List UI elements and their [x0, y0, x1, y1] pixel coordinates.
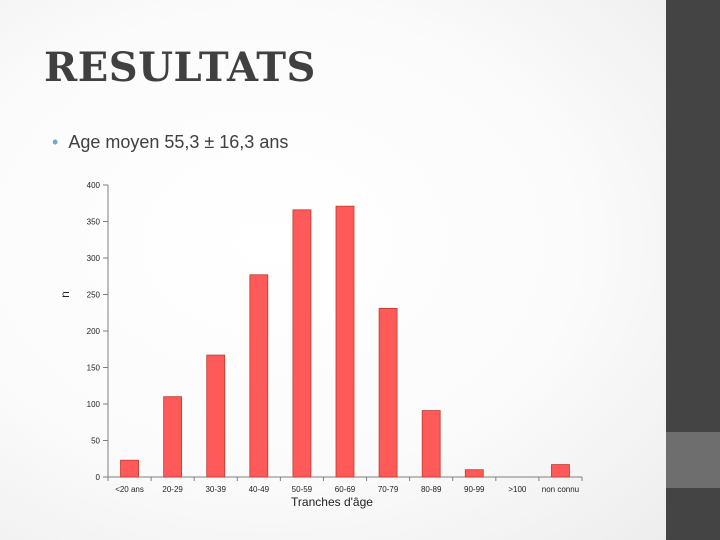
x-axis-title: Tranches d'âge	[291, 495, 373, 509]
y-tick-label: 0	[96, 473, 101, 482]
bar	[120, 459, 139, 478]
x-tick-label: 50-59	[292, 485, 313, 494]
y-tick-label: 200	[87, 327, 101, 336]
y-tick-label: 100	[87, 400, 101, 409]
x-tick-label: 60-69	[335, 485, 356, 494]
x-tick-label: non connu	[542, 485, 579, 494]
bar	[421, 410, 441, 478]
bullet-text: Age moyen 55,3 ± 16,3 ans	[68, 132, 289, 152]
y-tick-label: 250	[87, 291, 101, 300]
y-tick-label: 400	[87, 181, 101, 190]
bar	[335, 205, 355, 478]
side-bar-accent	[666, 432, 720, 488]
x-tick-label: 40-49	[249, 485, 270, 494]
y-axis-title: n	[58, 291, 72, 298]
bar	[249, 274, 269, 478]
x-tick-label: <20 ans	[115, 485, 144, 494]
y-tick-label: 350	[87, 218, 101, 227]
bar	[378, 307, 398, 478]
x-tick-label: 30-39	[205, 485, 226, 494]
bullet-item: • Age moyen 55,3 ± 16,3 ans	[52, 132, 288, 153]
bar	[163, 396, 183, 478]
x-tick-label: 80-89	[421, 485, 442, 494]
bar	[551, 464, 570, 478]
bullet-dot-icon: •	[52, 132, 59, 152]
slide-title: RESULTATS	[44, 44, 316, 91]
bar	[292, 209, 312, 478]
x-tick-label: 20-29	[162, 485, 183, 494]
x-tick-label: 70-79	[378, 485, 399, 494]
y-tick-label: 150	[87, 364, 101, 373]
age-distribution-chart: 0 50 100 150 200 250 300 350 400 <20 ans 20-29 30-3…	[58, 181, 583, 509]
bar	[464, 469, 484, 478]
y-tick-label: 50	[91, 437, 100, 446]
bar	[206, 354, 226, 478]
x-tick-label: 90-99	[464, 485, 485, 494]
x-tick-label: >100	[508, 485, 527, 494]
slide-background	[0, 0, 666, 540]
y-tick-label: 300	[87, 254, 101, 263]
